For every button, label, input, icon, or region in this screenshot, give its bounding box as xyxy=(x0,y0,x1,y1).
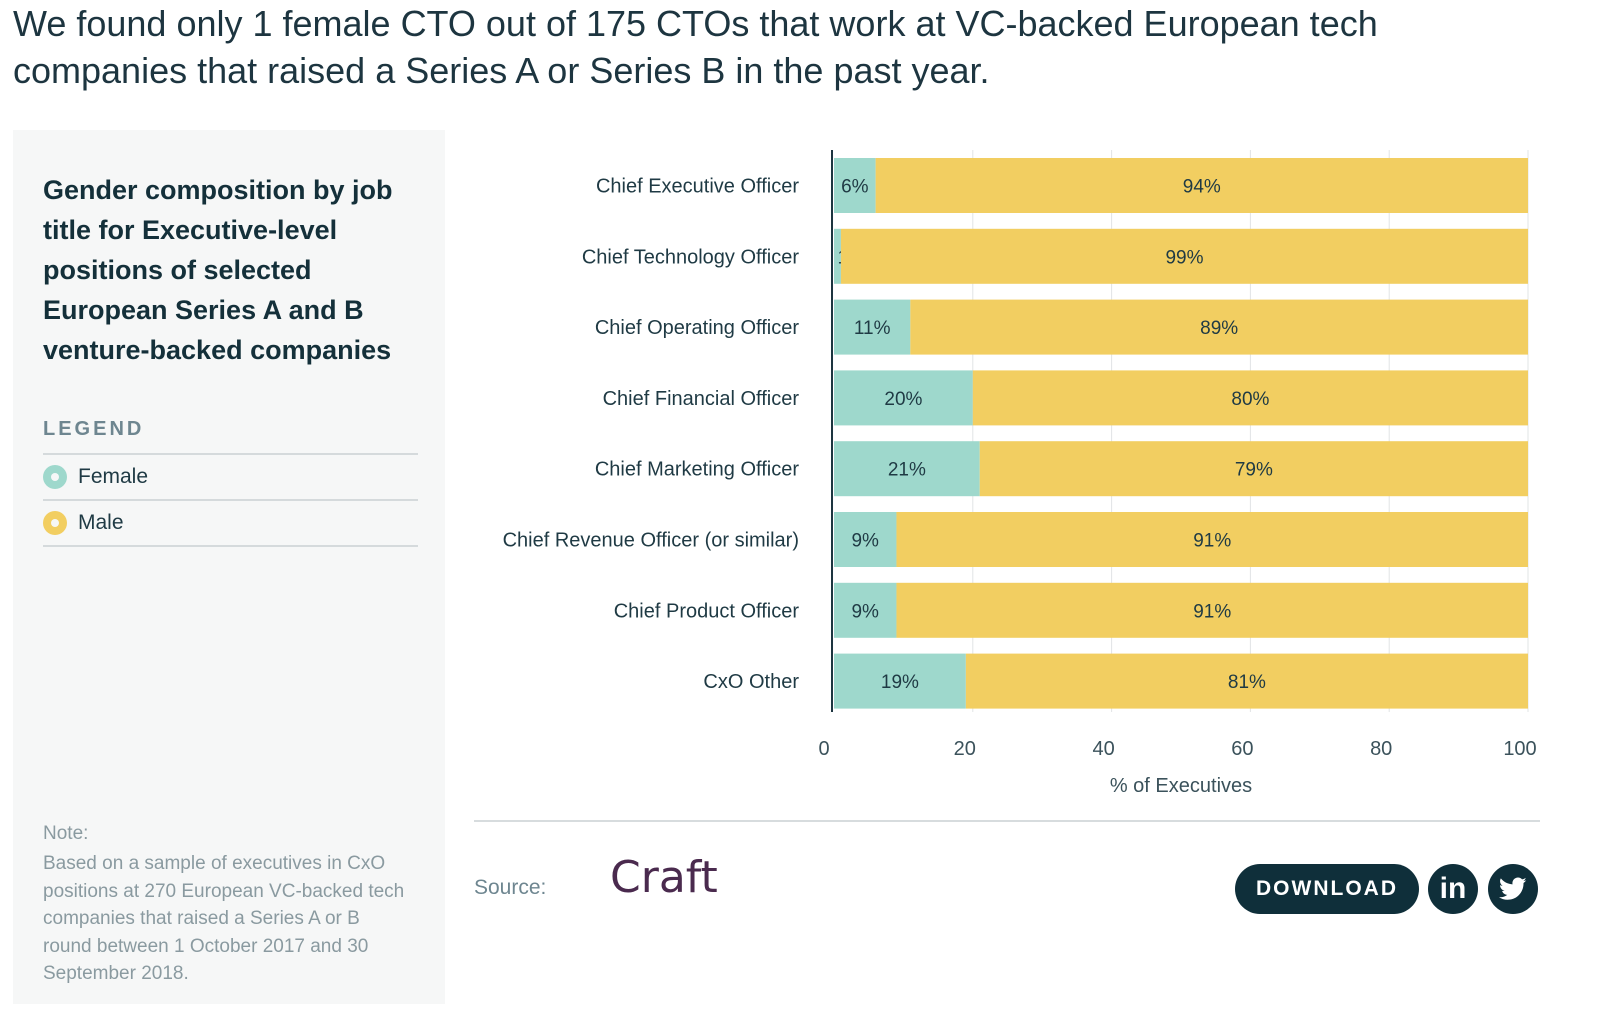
x-tick-label-20: 20 xyxy=(954,738,976,760)
footer-divider xyxy=(474,820,1540,822)
data-label-male-0: 94% xyxy=(1183,177,1221,198)
source-label: Source: xyxy=(474,876,547,899)
category-label-3: Chief Financial Officer xyxy=(603,388,800,410)
craft-logo[interactable]: Craft xyxy=(610,852,718,903)
bar-male-2 xyxy=(910,299,1528,355)
data-label-male-5: 91% xyxy=(1193,531,1231,552)
data-label-female-7: 19% xyxy=(881,672,919,693)
category-label-4: Chief Marketing Officer xyxy=(595,459,799,481)
category-label-5: Chief Revenue Officer (or similar) xyxy=(503,530,799,552)
bar-female-5 xyxy=(834,512,897,567)
bar-male-4 xyxy=(979,441,1528,497)
twitter-icon[interactable] xyxy=(1488,864,1538,914)
data-label-male-3: 80% xyxy=(1231,389,1269,410)
data-label-male-6: 91% xyxy=(1193,601,1231,622)
legend-swatch-male xyxy=(43,511,67,535)
bar-male-6 xyxy=(896,582,1528,638)
legend-item-female[interactable]: Female xyxy=(43,453,418,499)
data-label-female-6: 9% xyxy=(851,601,879,622)
note-text: Based on a sample of executives in CxO p… xyxy=(43,853,405,984)
data-label-male-1: 99% xyxy=(1165,247,1203,268)
x-tick-label-0: 0 xyxy=(818,738,829,760)
legend: Female Male xyxy=(43,453,418,547)
note-label: Note: xyxy=(43,823,89,844)
bar-female-7 xyxy=(834,653,966,709)
bar-female-2 xyxy=(834,299,911,355)
category-label-0: Chief Executive Officer xyxy=(596,176,799,198)
bar-female-3 xyxy=(834,370,973,426)
legend-swatch-female xyxy=(43,465,67,489)
category-label-2: Chief Operating Officer xyxy=(595,317,800,339)
x-tick-label-60: 60 xyxy=(1231,738,1253,760)
legend-label-male: Male xyxy=(78,511,124,534)
bar-male-7 xyxy=(965,653,1528,709)
data-label-male-7: 81% xyxy=(1228,672,1266,693)
x-tick-label-80: 80 xyxy=(1370,738,1392,760)
panel-title: Gender composition by job title for Exec… xyxy=(43,175,393,365)
side-panel: Gender composition by job title for Exec… xyxy=(13,130,445,1004)
bar-female-4 xyxy=(834,441,980,497)
x-tick-label-40: 40 xyxy=(1092,738,1114,760)
legend-label-female: Female xyxy=(78,465,149,488)
data-label-female-3: 20% xyxy=(884,389,922,410)
bar-male-5 xyxy=(896,512,1528,567)
x-tick-label-100: 100 xyxy=(1503,738,1536,760)
data-label-female-0: 6% xyxy=(841,177,869,198)
linkedin-icon[interactable]: in xyxy=(1428,864,1478,914)
x-axis-label: % of Executives xyxy=(1110,775,1252,797)
category-label-7: CxO Other xyxy=(703,671,799,693)
headline: We found only 1 female CTO out of 175 CT… xyxy=(13,3,1378,91)
bar-female-0 xyxy=(834,158,876,213)
data-label-female-5: 9% xyxy=(851,531,879,552)
data-label-male-2: 89% xyxy=(1200,318,1238,339)
legend-item-male[interactable]: Male xyxy=(43,499,418,547)
bar-male-1 xyxy=(840,228,1528,284)
bar-female-1 xyxy=(834,228,841,284)
data-label-female-4: 21% xyxy=(888,460,926,481)
bar-male-0 xyxy=(875,158,1528,213)
category-label-6: Chief Product Officer xyxy=(614,600,800,622)
data-label-female-2: 11% xyxy=(854,318,891,339)
legend-heading: LEGEND xyxy=(43,418,145,440)
bar-male-3 xyxy=(972,370,1528,426)
data-label-male-4: 79% xyxy=(1235,460,1273,481)
category-label-1: Chief Technology Officer xyxy=(582,246,799,268)
bar-female-6 xyxy=(834,582,897,638)
twitter-bird-glyph xyxy=(1499,877,1527,900)
download-button[interactable]: DOWNLOAD xyxy=(1235,864,1419,914)
